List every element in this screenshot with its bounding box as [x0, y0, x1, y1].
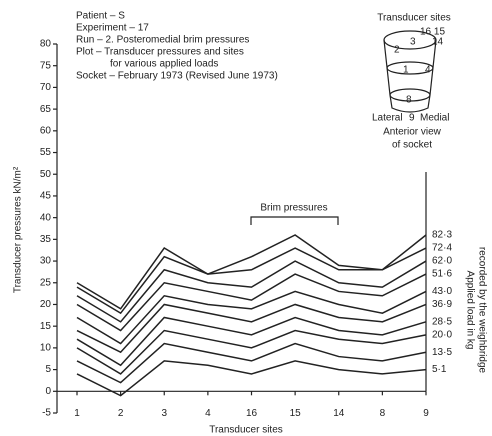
y-tick-label: 55	[40, 147, 52, 158]
y-tick-label: 65	[40, 104, 52, 115]
header-line: Run – 2. Posteromedial brim pressures	[76, 35, 249, 46]
header-line: Patient – S	[76, 11, 125, 22]
legend-label: 51·6	[432, 269, 452, 280]
legend-label: 5·1	[432, 364, 447, 375]
y-tick-label: 25	[40, 277, 52, 288]
x-tick-label: 16	[246, 408, 258, 419]
y-tick-label: 75	[40, 60, 52, 71]
site-label: 2	[394, 45, 400, 56]
y-tick-label: 10	[40, 343, 52, 354]
y-tick-label: 50	[40, 169, 52, 180]
legend-label: 28·5	[432, 316, 452, 327]
y-tick-label: 0	[45, 386, 51, 397]
site-label: 14	[432, 37, 444, 48]
socket-drawing	[383, 30, 437, 113]
y-tick-label: 60	[40, 125, 52, 136]
site-label: 3	[410, 37, 416, 48]
y-tick-label: 35	[40, 234, 52, 245]
line	[76, 329, 427, 375]
medial-label: Medial	[420, 113, 449, 124]
line	[76, 342, 427, 384]
x-tick-label: 1	[74, 408, 80, 419]
legend-label: 36·9	[432, 299, 452, 310]
header-line: for various applied loads	[110, 59, 218, 70]
x-tick-label: 15	[290, 408, 302, 419]
socket-caption: Anterior view	[383, 127, 442, 138]
y-tick-label: 40	[40, 212, 52, 223]
y2-axis-label: Applied load in kg	[464, 271, 475, 350]
site-label: 9	[409, 113, 415, 124]
legend-label: 72·4	[432, 243, 452, 254]
site-label: 16 15	[420, 27, 445, 38]
header-line: Socket – February 1973 (Revised June 197…	[76, 71, 278, 82]
line	[76, 247, 427, 315]
line	[76, 360, 427, 397]
header-line: Plot – Transducer pressures and sites	[76, 47, 244, 58]
header-line: Experiment – 17	[76, 23, 149, 34]
x-tick-label: 4	[205, 408, 211, 419]
y2-axis-label: recorded by the weighbridge	[476, 247, 487, 374]
legend-label: 62·0	[432, 256, 452, 267]
legend-label: 20·0	[432, 329, 452, 340]
bracket-label: Brim pressures	[260, 203, 327, 214]
x-tick-label: 9	[423, 408, 429, 419]
y-tick-label: 30	[40, 256, 52, 267]
line	[76, 273, 427, 332]
lateral-label: Lateral	[372, 113, 403, 124]
legend-label: 82·3	[432, 230, 452, 241]
x-tick-label: 2	[118, 408, 124, 419]
socket-caption: of socket	[392, 140, 432, 151]
x-axis-label: Transducer sites	[209, 425, 283, 436]
legend-label: 13·5	[432, 347, 452, 358]
y-tick-label: 70	[40, 82, 52, 93]
y-tick-label: 45	[40, 191, 52, 202]
y-tick-label: 80	[40, 39, 52, 50]
bracket	[250, 216, 339, 225]
line	[76, 234, 427, 310]
x-tick-label: 8	[380, 408, 386, 419]
y-tick-label: 20	[40, 299, 52, 310]
site-label: 4	[425, 65, 431, 76]
line	[76, 260, 427, 323]
y-tick-label: 15	[40, 321, 52, 332]
socket-title: Transducer sites	[377, 13, 451, 24]
y-tick-label: 5	[45, 364, 51, 375]
x-tick-label: 3	[161, 408, 167, 419]
line	[76, 303, 427, 354]
site-label: 8	[406, 95, 412, 106]
site-label: 1	[403, 65, 409, 76]
line	[76, 316, 427, 367]
legend-label: 43·0	[432, 286, 452, 297]
y-tick-label: -5	[42, 408, 51, 419]
line	[76, 290, 427, 345]
y-axis-label: Transducer pressures kN/m²	[13, 166, 24, 293]
x-tick-label: 14	[333, 408, 345, 419]
